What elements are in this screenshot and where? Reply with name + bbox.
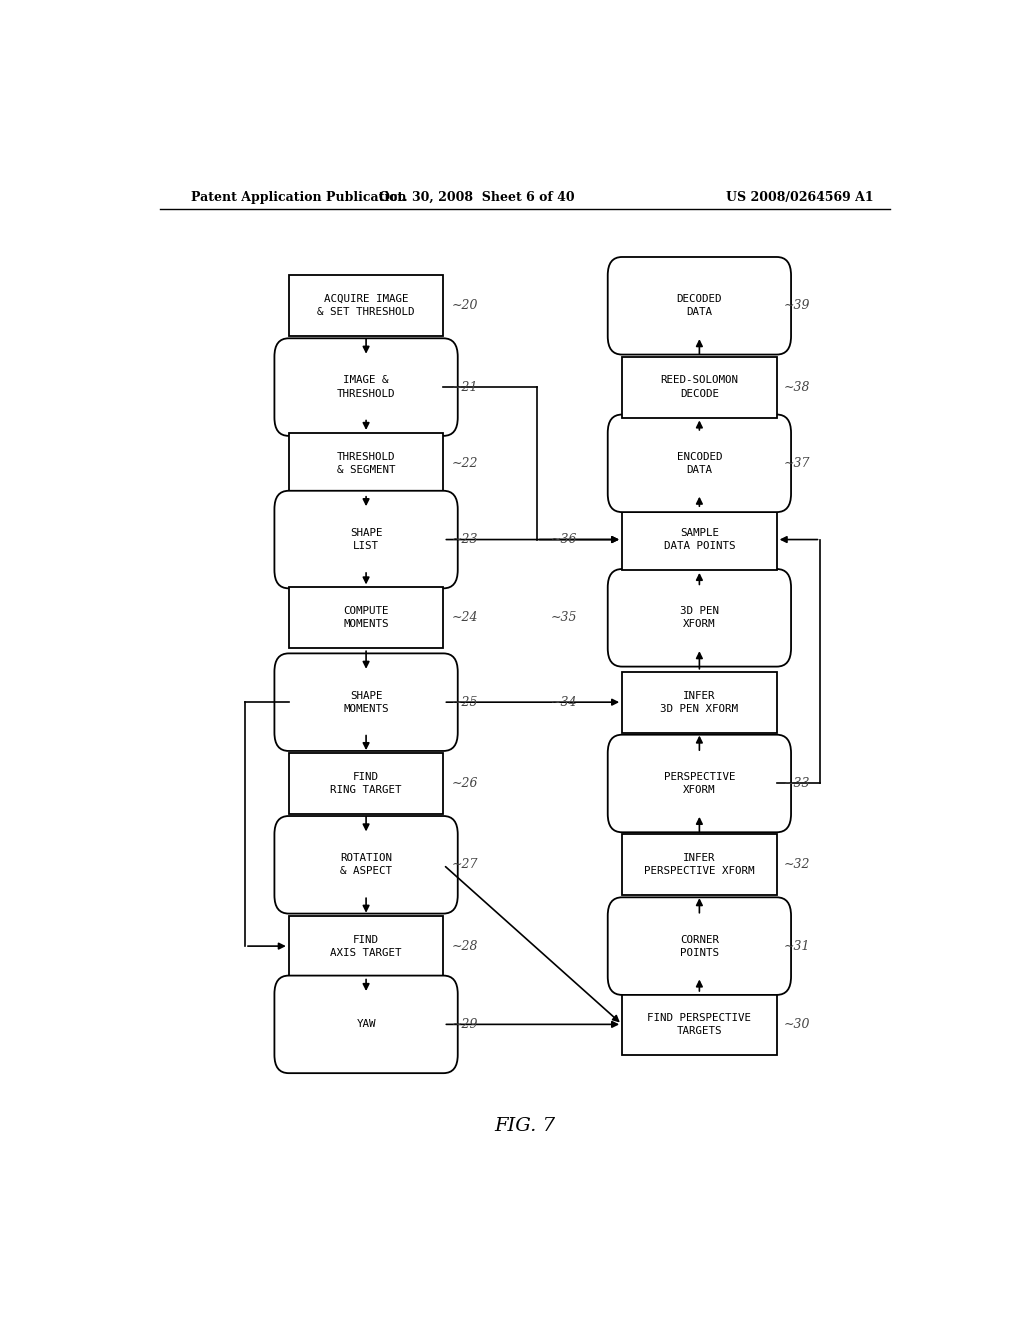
Text: ∼22: ∼22 <box>452 457 478 470</box>
Text: FIND
RING TARGET: FIND RING TARGET <box>331 772 401 795</box>
Text: Oct. 30, 2008  Sheet 6 of 40: Oct. 30, 2008 Sheet 6 of 40 <box>379 190 575 203</box>
Text: FIG. 7: FIG. 7 <box>495 1117 555 1135</box>
Text: ∼28: ∼28 <box>452 940 478 953</box>
FancyBboxPatch shape <box>622 356 777 417</box>
Text: YAW: YAW <box>356 1019 376 1030</box>
FancyBboxPatch shape <box>622 672 777 733</box>
Text: ∼30: ∼30 <box>783 1018 810 1031</box>
Text: THRESHOLD
& SEGMENT: THRESHOLD & SEGMENT <box>337 451 395 475</box>
Text: DECODED
DATA: DECODED DATA <box>677 294 722 317</box>
FancyBboxPatch shape <box>274 338 458 436</box>
FancyBboxPatch shape <box>607 257 792 355</box>
Text: ENCODED
DATA: ENCODED DATA <box>677 451 722 475</box>
Text: SAMPLE
DATA POINTS: SAMPLE DATA POINTS <box>664 528 735 552</box>
Text: ROTATION
& ASPECT: ROTATION & ASPECT <box>340 853 392 876</box>
Text: ∼21: ∼21 <box>452 380 478 393</box>
Text: INFER
PERSPECTIVE XFORM: INFER PERSPECTIVE XFORM <box>644 853 755 876</box>
Text: ∼35: ∼35 <box>550 611 577 624</box>
Text: ∼20: ∼20 <box>452 300 478 313</box>
Text: ∼32: ∼32 <box>783 858 810 871</box>
Text: US 2008/0264569 A1: US 2008/0264569 A1 <box>726 190 873 203</box>
Text: INFER
3D PEN XFORM: INFER 3D PEN XFORM <box>660 690 738 714</box>
Text: ∼33: ∼33 <box>783 777 810 789</box>
FancyBboxPatch shape <box>607 569 792 667</box>
Text: ∼29: ∼29 <box>452 1018 478 1031</box>
Text: ∼38: ∼38 <box>783 380 810 393</box>
FancyBboxPatch shape <box>289 752 443 814</box>
Text: CORNER
POINTS: CORNER POINTS <box>680 935 719 958</box>
FancyBboxPatch shape <box>289 276 443 337</box>
FancyBboxPatch shape <box>607 414 792 512</box>
FancyBboxPatch shape <box>607 898 792 995</box>
Text: SHAPE
MOMENTS: SHAPE MOMENTS <box>343 690 389 714</box>
FancyBboxPatch shape <box>274 975 458 1073</box>
FancyBboxPatch shape <box>622 834 777 895</box>
Text: ∼39: ∼39 <box>783 300 810 313</box>
FancyBboxPatch shape <box>622 994 777 1055</box>
FancyBboxPatch shape <box>289 916 443 977</box>
Text: COMPUTE
MOMENTS: COMPUTE MOMENTS <box>343 606 389 630</box>
Text: PERSPECTIVE
XFORM: PERSPECTIVE XFORM <box>664 772 735 795</box>
Text: ∼24: ∼24 <box>452 611 478 624</box>
Text: 3D PEN
XFORM: 3D PEN XFORM <box>680 606 719 630</box>
Text: ∼25: ∼25 <box>452 696 478 709</box>
Text: IMAGE &
THRESHOLD: IMAGE & THRESHOLD <box>337 375 395 399</box>
Text: SHAPE
LIST: SHAPE LIST <box>350 528 382 552</box>
Text: ∼36: ∼36 <box>550 533 577 546</box>
Text: Patent Application Publication: Patent Application Publication <box>191 190 407 203</box>
Text: ∼31: ∼31 <box>783 940 810 953</box>
FancyBboxPatch shape <box>289 587 443 648</box>
FancyBboxPatch shape <box>274 653 458 751</box>
Text: ∼27: ∼27 <box>452 858 478 871</box>
Text: ACQUIRE IMAGE
& SET THRESHOLD: ACQUIRE IMAGE & SET THRESHOLD <box>317 294 415 317</box>
FancyBboxPatch shape <box>622 510 777 570</box>
Text: ∼34: ∼34 <box>550 696 577 709</box>
FancyBboxPatch shape <box>274 816 458 913</box>
FancyBboxPatch shape <box>289 433 443 494</box>
Text: ∼26: ∼26 <box>452 777 478 789</box>
Text: FIND
AXIS TARGET: FIND AXIS TARGET <box>331 935 401 958</box>
Text: FIND PERSPECTIVE
TARGETS: FIND PERSPECTIVE TARGETS <box>647 1012 752 1036</box>
Text: ∼37: ∼37 <box>783 457 810 470</box>
FancyBboxPatch shape <box>607 735 792 833</box>
FancyBboxPatch shape <box>274 491 458 589</box>
Text: ∼23: ∼23 <box>452 533 478 546</box>
Text: REED-SOLOMON
DECODE: REED-SOLOMON DECODE <box>660 375 738 399</box>
